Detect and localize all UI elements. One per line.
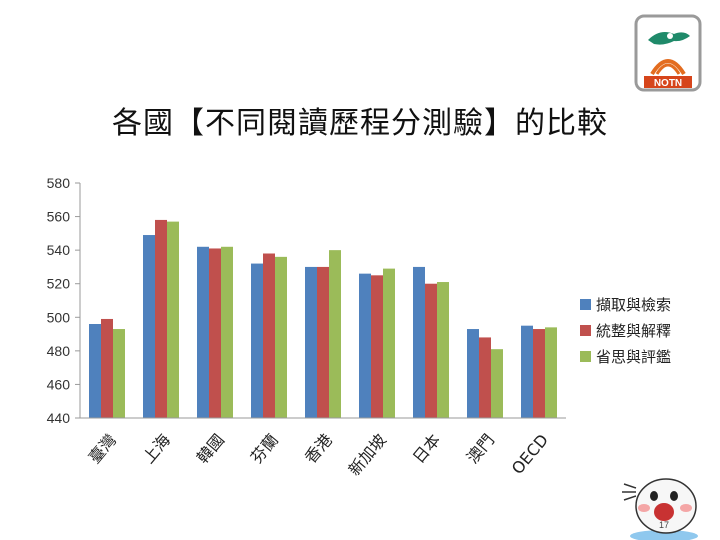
legend-swatch	[580, 299, 591, 310]
bar	[479, 337, 491, 418]
bar	[275, 256, 287, 418]
x-axis-labels: 臺灣 上海 韓國 芬蘭 香港 新加坡 日本 澳門 OECD	[85, 430, 552, 479]
legend-swatch	[580, 351, 591, 362]
bar	[533, 329, 545, 418]
logo-text: NOTN	[654, 78, 682, 89]
y-tick-label: 580	[47, 175, 71, 191]
legend-swatch	[580, 325, 591, 336]
bar	[101, 318, 113, 418]
bar	[467, 329, 479, 418]
y-axis: 440 460 480 500 520 540 560 580	[47, 175, 81, 426]
x-category-label: OECD	[508, 430, 552, 478]
y-tick-label: 500	[47, 309, 71, 325]
x-category-label: 芬蘭	[247, 430, 282, 467]
bar	[305, 266, 317, 418]
x-category-label: 臺灣	[85, 430, 120, 467]
x-category-label: 韓國	[193, 430, 228, 467]
bar	[383, 268, 395, 418]
bar	[371, 275, 383, 418]
bar	[209, 248, 221, 418]
bar	[221, 246, 233, 418]
bar	[329, 250, 341, 418]
ntnu-logo: NOTN	[634, 14, 702, 92]
bar	[317, 266, 329, 418]
y-tick-label: 440	[47, 410, 71, 426]
x-category-label: 新加坡	[345, 430, 390, 479]
legend-entry: 省思與評鑑	[596, 348, 671, 366]
y-tick-label: 540	[47, 242, 71, 258]
y-tick-label: 460	[47, 376, 71, 392]
legend-entry: 擷取與檢索	[596, 296, 671, 314]
x-category-label: 香港	[301, 430, 336, 467]
x-category-label: 上海	[139, 430, 174, 467]
bar	[521, 325, 533, 418]
bars	[80, 219, 566, 419]
legend-entry: 統整與解釋	[596, 322, 671, 340]
bar	[359, 273, 371, 418]
bar	[155, 219, 167, 418]
y-tick-label: 480	[47, 343, 71, 359]
bar	[413, 266, 425, 418]
bar	[113, 329, 125, 418]
bar	[491, 349, 503, 418]
bar	[143, 235, 155, 418]
bar	[437, 282, 449, 418]
x-category-label: 澳門	[463, 430, 498, 467]
bar	[167, 221, 179, 418]
bar	[197, 246, 209, 418]
bar	[263, 253, 275, 418]
bar	[545, 327, 557, 418]
mascot-illustration: 17	[622, 478, 698, 540]
y-tick-label: 560	[47, 209, 71, 225]
bar	[251, 263, 263, 418]
y-tick-label: 520	[47, 276, 71, 292]
page-title: 各國【不同閱讀歷程分測驗】的比較	[112, 106, 608, 141]
bar	[425, 283, 437, 418]
page-number: 17	[659, 520, 669, 530]
bar	[89, 324, 101, 418]
x-category-label: 日本	[409, 430, 444, 467]
